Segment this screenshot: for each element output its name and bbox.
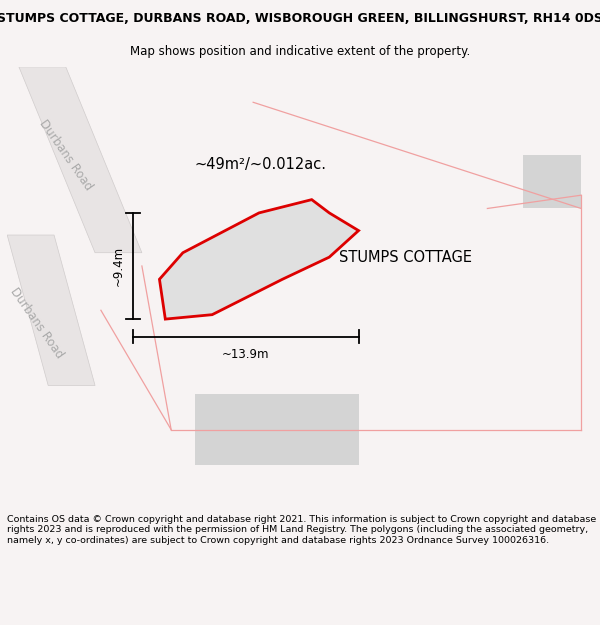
Polygon shape xyxy=(523,156,581,209)
Text: ~9.4m: ~9.4m xyxy=(112,246,124,286)
Text: Durbans Road: Durbans Road xyxy=(37,118,95,193)
Polygon shape xyxy=(19,67,142,253)
Polygon shape xyxy=(7,235,95,386)
Text: ~49m²/~0.012ac.: ~49m²/~0.012ac. xyxy=(194,157,326,172)
Text: STUMPS COTTAGE, DURBANS ROAD, WISBOROUGH GREEN, BILLINGSHURST, RH14 0DS: STUMPS COTTAGE, DURBANS ROAD, WISBOROUGH… xyxy=(0,12,600,25)
Text: ~13.9m: ~13.9m xyxy=(222,348,269,361)
Text: Contains OS data © Crown copyright and database right 2021. This information is : Contains OS data © Crown copyright and d… xyxy=(7,515,596,544)
Text: Durbans Road: Durbans Road xyxy=(7,286,65,361)
Polygon shape xyxy=(160,199,359,319)
Polygon shape xyxy=(194,394,359,465)
Text: Map shows position and indicative extent of the property.: Map shows position and indicative extent… xyxy=(130,45,470,58)
Text: STUMPS COTTAGE: STUMPS COTTAGE xyxy=(339,249,472,264)
